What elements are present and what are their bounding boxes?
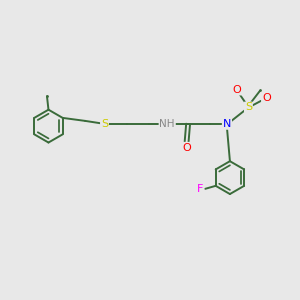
Text: O: O	[262, 94, 271, 103]
Text: S: S	[101, 119, 108, 129]
Text: O: O	[182, 143, 191, 153]
Text: O: O	[233, 85, 242, 94]
Text: N: N	[223, 119, 231, 129]
Text: F: F	[197, 184, 203, 194]
Text: S: S	[245, 102, 252, 112]
Text: NH: NH	[160, 119, 175, 129]
